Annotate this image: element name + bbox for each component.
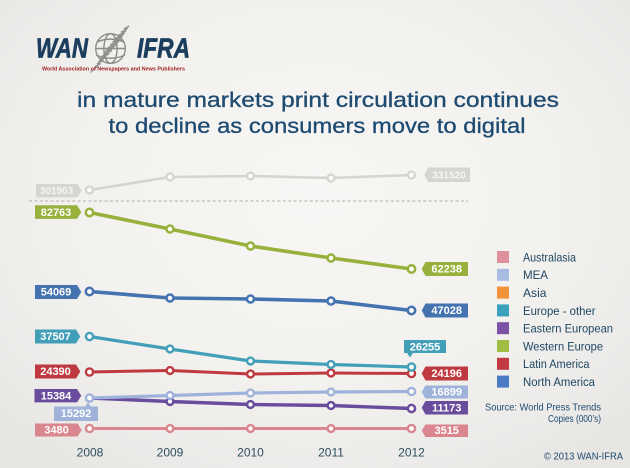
svg-text:331520: 331520: [432, 170, 466, 181]
svg-text:2011: 2011: [318, 446, 344, 460]
svg-text:47028: 47028: [431, 305, 462, 317]
svg-text:Eastern European: Eastern European: [523, 322, 613, 336]
svg-text:26255: 26255: [410, 342, 441, 354]
svg-text:Western Europe: Western Europe: [523, 339, 603, 353]
svg-text:Copies (000’s): Copies (000’s): [548, 414, 601, 425]
svg-text:2008: 2008: [77, 446, 104, 460]
svg-text:54069: 54069: [41, 287, 72, 299]
svg-text:2009: 2009: [157, 446, 184, 460]
svg-text:3480: 3480: [44, 425, 68, 437]
svg-text:Europe - other: Europe - other: [523, 304, 596, 318]
svg-text:Asia: Asia: [523, 286, 547, 300]
svg-text:15292: 15292: [61, 408, 92, 420]
svg-text:North America: North America: [523, 375, 595, 389]
svg-text:MEA: MEA: [523, 268, 549, 282]
svg-text:2012: 2012: [398, 446, 425, 460]
svg-text:24390: 24390: [40, 366, 71, 378]
svg-text:15384: 15384: [41, 390, 72, 402]
svg-text:2010: 2010: [237, 446, 264, 460]
svg-text:3515: 3515: [434, 425, 458, 437]
svg-text:IFRA: IFRA: [137, 32, 190, 63]
svg-text:World Association of Newspaper: World Association of Newspapers and News…: [42, 66, 185, 72]
svg-text:37507: 37507: [40, 331, 71, 343]
svg-text:© 2013 WAN-IFRA: © 2013 WAN-IFRA: [544, 451, 623, 462]
svg-text:to decline as consumers move t: to decline as consumers move to digital: [109, 114, 526, 138]
svg-text:62238: 62238: [431, 264, 462, 276]
svg-text:11173: 11173: [432, 402, 461, 414]
svg-text:Source: World Press Trends: Source: World Press Trends: [485, 403, 601, 414]
svg-text:Latin America: Latin America: [523, 357, 590, 371]
svg-text:16899: 16899: [431, 387, 462, 399]
svg-text:24196: 24196: [431, 368, 462, 380]
svg-text:301903: 301903: [40, 186, 74, 197]
svg-text:WAN: WAN: [36, 32, 89, 63]
svg-text:Australasia: Australasia: [523, 250, 576, 264]
svg-text:in mature markets print circul: in mature markets print circulation cont…: [77, 88, 559, 112]
svg-text:82763: 82763: [41, 207, 72, 219]
